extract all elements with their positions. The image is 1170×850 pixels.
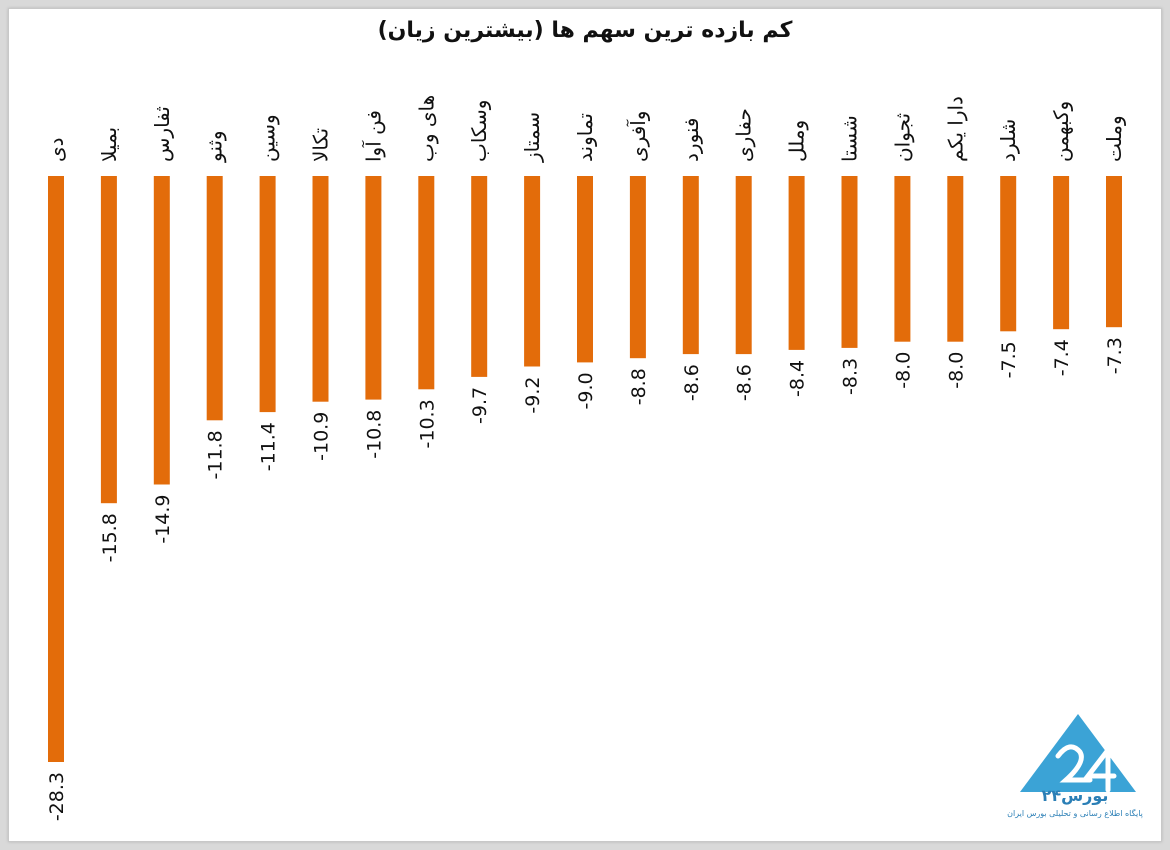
bar: [312, 176, 329, 402]
value-label: -10.8: [363, 410, 385, 459]
logo-tagline: پایگاه اطلاع رسانی و تحلیلی بورس ایران: [1007, 809, 1143, 818]
category-label: تماوند: [573, 113, 597, 162]
bar: [735, 176, 752, 355]
category-label: دی: [44, 137, 68, 162]
bar: [1106, 176, 1122, 328]
value-label: -9.0: [575, 372, 597, 409]
bar: [1000, 176, 1017, 332]
category-label: شلرد: [996, 119, 1020, 162]
category-label: بمیلا: [97, 127, 121, 162]
bar: [1053, 176, 1070, 330]
bar: [947, 176, 964, 342]
value-label: -15.8: [99, 513, 121, 562]
category-label: ثفارس: [150, 106, 174, 162]
value-label: -11.8: [205, 430, 227, 479]
category-label: حفاری: [732, 108, 756, 162]
chart-title: کم بازده ترین سهم ها (بیشترین زیان): [377, 18, 793, 43]
value-label: -8.8: [628, 368, 650, 405]
bar: [206, 176, 223, 421]
category-label: وآفری: [625, 111, 650, 162]
bar: [577, 176, 593, 363]
bar: [153, 176, 170, 485]
value-label: -7.3: [1104, 337, 1126, 374]
category-label: شستا: [838, 115, 862, 162]
bar: [894, 176, 911, 342]
value-label: -11.4: [258, 422, 280, 471]
value-label: -10.3: [416, 399, 438, 448]
bar: [841, 176, 858, 348]
category-label: وثنو: [203, 130, 227, 163]
bar: [365, 176, 382, 400]
category-label: سمتاز: [520, 112, 544, 163]
bar: [682, 176, 699, 355]
category-label: وسین: [256, 114, 280, 162]
bar: [259, 176, 276, 413]
value-label: -8.3: [840, 358, 862, 395]
value-label: -8.6: [734, 364, 756, 401]
value-label: -7.5: [998, 341, 1020, 378]
category-label: وسکاب: [467, 100, 491, 162]
value-label: -8.0: [945, 352, 967, 389]
chart-frame: [8, 8, 1162, 842]
bar: [418, 176, 435, 390]
value-label: -7.4: [1051, 339, 1073, 376]
category-label: دارا یکم: [943, 96, 967, 162]
category-label: فنورد: [679, 118, 703, 163]
category-label: وملل: [785, 120, 809, 162]
bar: [524, 176, 541, 367]
value-label: -8.0: [892, 352, 914, 389]
category-label: ثجوان: [890, 113, 914, 162]
bar: [471, 176, 488, 377]
bar: [788, 176, 805, 350]
value-label: -8.4: [787, 360, 809, 397]
value-label: -9.7: [469, 387, 491, 424]
value-label: -9.2: [522, 377, 544, 414]
bar: [100, 176, 117, 504]
value-label: -28.3: [46, 772, 68, 821]
value-label: -14.9: [152, 495, 174, 544]
category-label: فن آوا: [360, 110, 385, 162]
bar: [629, 176, 646, 359]
bourse24-logo-icon: [1020, 714, 1136, 793]
category-label: تکالا: [309, 128, 333, 162]
bar: [48, 176, 64, 762]
category-label: های وب: [414, 95, 438, 162]
category-label: وکبهمن: [1049, 101, 1073, 162]
category-label: وملت: [1102, 115, 1126, 162]
value-label: -10.9: [311, 412, 333, 461]
logo-name: بورس۲۴: [1041, 786, 1109, 805]
value-label: -8.6: [681, 364, 703, 401]
